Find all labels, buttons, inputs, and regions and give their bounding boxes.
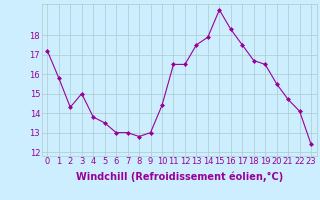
X-axis label: Windchill (Refroidissement éolien,°C): Windchill (Refroidissement éolien,°C) <box>76 172 283 182</box>
